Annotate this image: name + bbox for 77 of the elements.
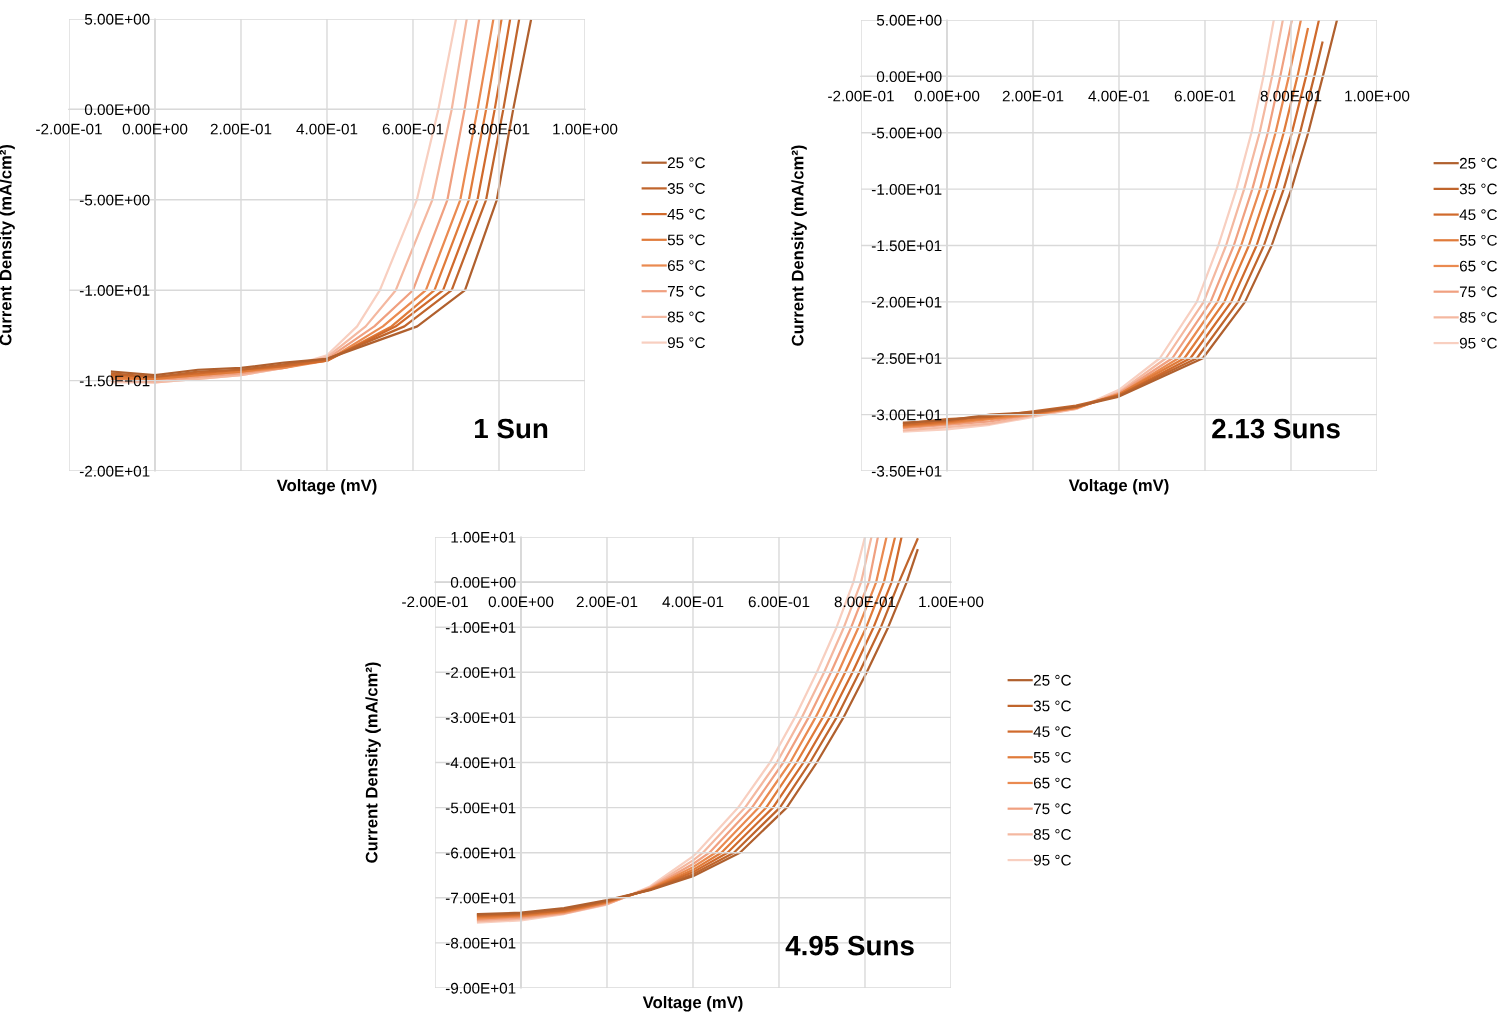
legend-label: 65 °C [1459, 260, 1497, 272]
legend-label: 35 °C [1459, 183, 1497, 195]
y-tick-label: 0.00E+00 [876, 71, 942, 83]
y-tick-label: -3.00E+01 [871, 409, 942, 421]
y-tick-label: -1.50E+01 [79, 375, 150, 387]
x-tick-label: 2.00E-01 [576, 596, 638, 608]
y-tick-label: -2.50E+01 [871, 353, 942, 364]
legend-label: 55 °C [1459, 234, 1497, 246]
y-tick-label: 0.00E+00 [84, 104, 150, 116]
y-axis-title: Current Density (mA/cm²) [365, 662, 381, 863]
legend-label: 95 °C [1459, 337, 1497, 349]
y-tick-label: -3.50E+01 [871, 465, 942, 477]
x-axis-title: Voltage (mV) [642, 995, 743, 1012]
y-tick-label: -2.00E+01 [871, 296, 942, 308]
y-axis-title: Current Density (mA/cm²) [791, 145, 807, 346]
legend-label: 35 °C [667, 183, 705, 194]
y-tick-label: -5.00E+00 [871, 127, 942, 139]
x-tick-label: 4.00E-01 [296, 123, 358, 135]
annotation: 4.95 Suns [785, 935, 914, 956]
legend-label: 25 °C [1033, 674, 1071, 686]
x-tick-label: 1.00E+00 [553, 123, 618, 135]
x-tick-label: 2.00E-01 [210, 123, 272, 135]
legend-label: 75 °C [667, 285, 705, 297]
legend-label: 95 °C [667, 337, 705, 349]
x-tick-label: -2.00E-01 [828, 90, 894, 102]
y-tick-label: -2.00E+01 [445, 667, 516, 678]
y-axis-title: Current Density (mA/cm²) [0, 144, 15, 346]
x-axis-title: Voltage (mV) [276, 479, 377, 495]
x-tick-label: -2.00E-01 [402, 596, 468, 608]
legend-label: 25 °C [667, 157, 705, 169]
x-tick-label: 4.00E-01 [662, 596, 724, 608]
annotation: 1 Sun [475, 418, 548, 439]
legend-label: 55 °C [1033, 751, 1071, 763]
legend-label: 65 °C [1033, 777, 1071, 789]
x-axis-title: Voltage (mV) [1068, 478, 1169, 495]
y-tick-label: -2.00E+01 [79, 465, 150, 477]
x-tick-label: 0.00E+00 [488, 596, 554, 608]
legend-label: 75 °C [1033, 803, 1071, 815]
y-tick-label: 0.00E+00 [450, 576, 516, 588]
y-tick-label: -5.00E+00 [79, 194, 150, 206]
annotation: 2.13 Suns [1212, 418, 1340, 439]
y-tick-label: 5.00E+00 [84, 13, 150, 25]
x-tick-label: 6.00E-01 [748, 596, 810, 608]
x-tick-label: 4.00E-01 [1088, 90, 1150, 102]
legend-label: 95 °C [1033, 854, 1071, 866]
y-tick-label: -5.00E+01 [445, 802, 516, 814]
legend-label: 75 °C [1459, 286, 1497, 298]
y-tick-label: -8.00E+01 [445, 937, 516, 949]
legend-label: 45 °C [1459, 209, 1497, 221]
y-tick-label: 5.00E+00 [876, 14, 942, 26]
x-tick-label: 6.00E-01 [382, 123, 444, 135]
x-tick-label: 6.00E-01 [1174, 90, 1236, 102]
y-tick-label: -1.00E+01 [445, 622, 516, 633]
legend-label: 45 °C [667, 208, 705, 220]
y-tick-label: -1.00E+01 [871, 183, 942, 195]
y-tick-label: -1.00E+01 [79, 285, 150, 296]
x-tick-label: 1.00E+00 [919, 596, 984, 608]
y-tick-label: -4.00E+01 [445, 757, 516, 769]
legend-label: 25 °C [1459, 157, 1497, 169]
x-tick-label: 0.00E+00 [914, 90, 980, 102]
legend-label: 55 °C [667, 234, 705, 246]
y-tick-label: -3.00E+01 [445, 712, 516, 724]
x-tick-label: 1.00E+00 [1345, 90, 1410, 102]
y-tick-label: 1.00E+01 [451, 531, 516, 543]
y-tick-label: -7.00E+01 [445, 892, 516, 904]
y-tick-label: -1.50E+01 [871, 240, 942, 252]
legend-label: 35 °C [1033, 700, 1071, 712]
y-tick-label: -6.00E+01 [445, 847, 516, 859]
y-tick-label: -9.00E+01 [445, 982, 516, 994]
legend-label: 65 °C [667, 260, 705, 271]
legend-label: 45 °C [1033, 726, 1071, 738]
x-tick-label: -2.00E-01 [36, 123, 102, 135]
legend-label: 85 °C [1033, 829, 1071, 840]
legend-label: 85 °C [667, 311, 705, 323]
x-tick-label: 0.00E+00 [122, 123, 188, 135]
x-tick-label: 2.00E-01 [1002, 90, 1064, 102]
legend-label: 85 °C [1459, 312, 1497, 323]
